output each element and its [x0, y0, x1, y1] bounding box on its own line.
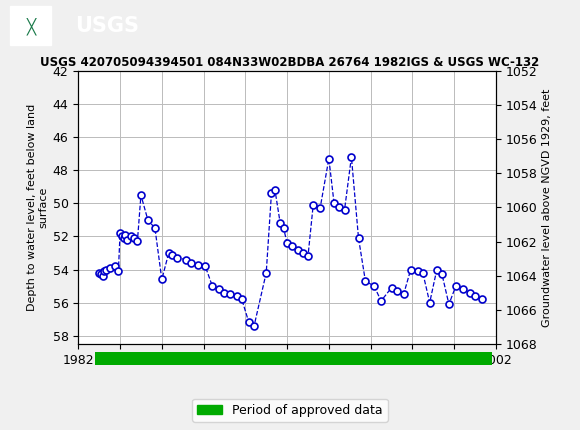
Y-axis label: Depth to water level, feet below land
surface: Depth to water level, feet below land su…	[27, 104, 48, 311]
Text: ╳: ╳	[26, 17, 35, 34]
Legend: Period of approved data: Period of approved data	[192, 399, 388, 421]
Text: USGS: USGS	[75, 16, 139, 36]
FancyBboxPatch shape	[10, 6, 51, 46]
Text: USGS 420705094394501 084N33W02BDBA 26764 1982IGS & USGS WC-132: USGS 420705094394501 084N33W02BDBA 26764…	[41, 56, 539, 69]
Y-axis label: Groundwater level above NGVD 1929, feet: Groundwater level above NGVD 1929, feet	[542, 88, 552, 327]
Bar	[95, 352, 492, 365]
